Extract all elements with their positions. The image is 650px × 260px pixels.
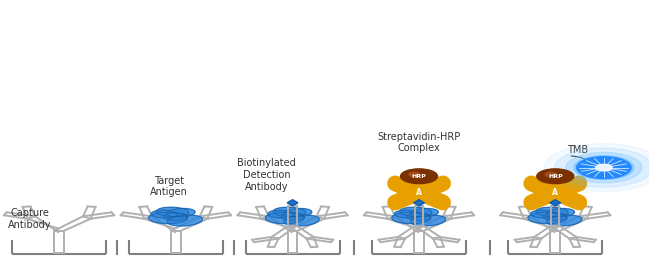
Polygon shape (408, 213, 431, 220)
Circle shape (555, 148, 650, 187)
Polygon shape (284, 215, 319, 226)
Polygon shape (268, 210, 294, 218)
Polygon shape (167, 209, 195, 217)
Polygon shape (392, 212, 431, 224)
Polygon shape (547, 209, 575, 217)
Polygon shape (410, 209, 438, 217)
Polygon shape (400, 207, 432, 217)
Polygon shape (543, 213, 567, 220)
Polygon shape (287, 200, 298, 206)
Circle shape (544, 144, 650, 192)
Polygon shape (550, 200, 560, 206)
Polygon shape (395, 210, 421, 218)
Text: HRP: HRP (548, 174, 563, 179)
Polygon shape (149, 212, 187, 224)
Text: Biotinylated
Detection
Antibody: Biotinylated Detection Antibody (237, 159, 296, 192)
Circle shape (566, 152, 642, 183)
Polygon shape (273, 207, 306, 217)
Polygon shape (151, 210, 177, 218)
Circle shape (545, 172, 556, 177)
Polygon shape (414, 200, 424, 206)
Circle shape (596, 164, 612, 171)
Circle shape (400, 169, 437, 184)
Polygon shape (530, 210, 556, 218)
Text: A: A (552, 188, 558, 198)
Text: A: A (416, 188, 422, 198)
Circle shape (577, 157, 631, 178)
Polygon shape (157, 207, 188, 217)
Polygon shape (528, 212, 567, 224)
Polygon shape (536, 207, 568, 217)
Circle shape (409, 172, 420, 177)
Polygon shape (411, 215, 446, 226)
Circle shape (574, 156, 634, 180)
Text: Streptavidin-HRP
Complex: Streptavidin-HRP Complex (378, 132, 461, 153)
Text: HRP: HRP (411, 174, 426, 179)
Polygon shape (164, 213, 187, 220)
Text: TMB: TMB (567, 145, 588, 155)
Polygon shape (283, 209, 312, 217)
Circle shape (537, 169, 574, 184)
Polygon shape (547, 215, 582, 226)
Polygon shape (167, 215, 203, 226)
Polygon shape (281, 213, 304, 220)
Text: Capture
Antibody: Capture Antibody (8, 208, 51, 230)
Text: Target
Antigen: Target Antigen (150, 176, 188, 197)
Polygon shape (265, 212, 304, 224)
